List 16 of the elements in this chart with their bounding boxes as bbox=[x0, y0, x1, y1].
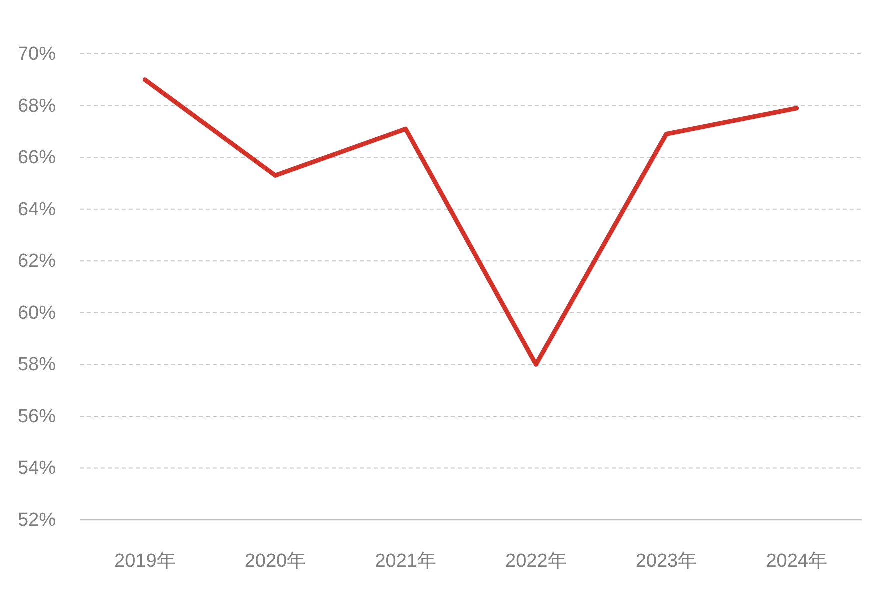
x-tick-label: 2023年 bbox=[636, 551, 698, 572]
x-tick-label: 2019年 bbox=[114, 551, 176, 572]
y-tick-label: 52% bbox=[18, 510, 56, 531]
y-tick-label: 60% bbox=[18, 302, 56, 324]
y-tick-label: 66% bbox=[18, 148, 56, 169]
x-tick-label: 2022年 bbox=[506, 551, 567, 572]
y-tick-label: 56% bbox=[18, 406, 56, 428]
y-tick-label: 58% bbox=[18, 354, 56, 376]
y-tick-label: 62% bbox=[18, 251, 56, 272]
y-tick-label: 64% bbox=[18, 199, 56, 220]
y-tick-label: 70% bbox=[18, 44, 56, 65]
x-tick-label: 2024年 bbox=[766, 551, 828, 572]
y-tick-label: 68% bbox=[18, 96, 56, 117]
x-tick-label: 2021年 bbox=[375, 551, 436, 572]
x-tick-label: 2020年 bbox=[244, 551, 306, 572]
y-tick-label: 54% bbox=[18, 458, 56, 480]
